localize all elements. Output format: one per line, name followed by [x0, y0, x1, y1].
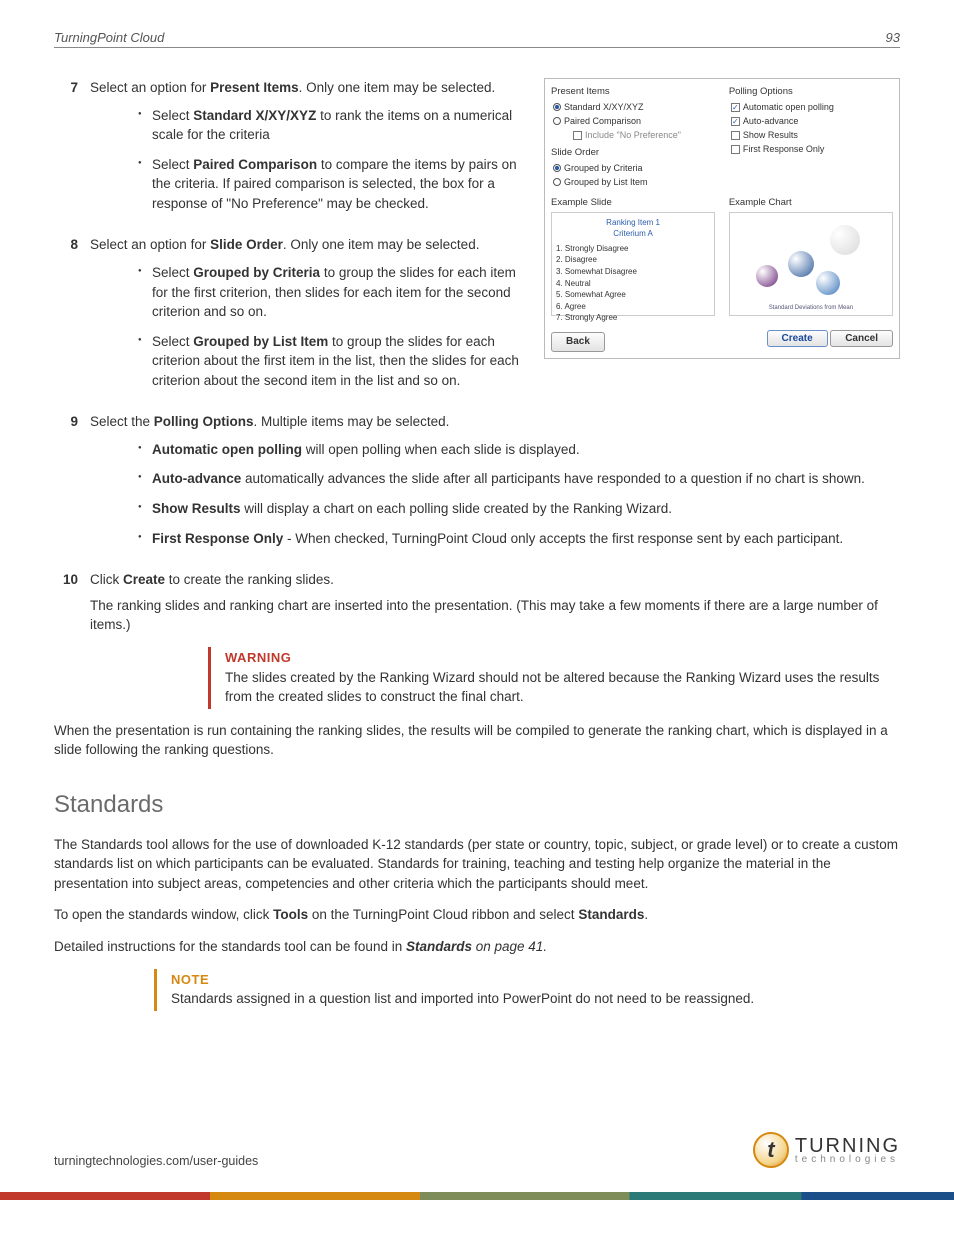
check-show-results[interactable]: Show Results	[731, 129, 893, 142]
cancel-button[interactable]: Cancel	[830, 330, 893, 347]
page-number: 93	[886, 30, 900, 45]
radio-grouped-list-item[interactable]: Grouped by List Item	[553, 176, 715, 189]
standards-p1: The Standards tool allows for the use of…	[54, 835, 900, 894]
doc-title: TurningPoint Cloud	[54, 30, 164, 45]
ranking-wizard-screenshot: Present Items Standard X/XY/XYZ Paired C…	[544, 78, 900, 359]
example-slide-preview: Ranking Item 1 Criterium A 1. Strongly D…	[551, 212, 715, 316]
radio-paired-comparison[interactable]: Paired Comparison	[553, 115, 715, 128]
slide-order-label: Slide Order	[551, 146, 715, 160]
polling-options-label: Polling Options	[729, 85, 893, 99]
create-button[interactable]: Create	[767, 330, 828, 347]
example-slide-label: Example Slide	[551, 196, 715, 210]
footer-url: turningtechnologies.com/user-guides	[54, 1154, 258, 1168]
step-7: 7 Select an option for Present Items. On…	[54, 78, 530, 223]
step-8: 8 Select an option for Slide Order. Only…	[54, 235, 530, 400]
step-9: 9 Select the Polling Options. Multiple i…	[54, 412, 900, 558]
brand-color-bar	[0, 1192, 954, 1200]
standards-heading: Standards	[54, 788, 900, 823]
check-auto-open-polling[interactable]: ✓Automatic open polling	[731, 101, 893, 114]
back-button[interactable]: Back	[551, 332, 605, 353]
turning-logo: t TURNING technologies	[753, 1132, 900, 1168]
example-chart-preview: Standard Deviations from Mean	[729, 212, 893, 316]
standards-p2: To open the standards window, click Tool…	[54, 905, 900, 925]
chart-bubble	[816, 271, 840, 295]
note-callout: NOTE Standards assigned in a question li…	[154, 969, 900, 1011]
chart-bubble	[830, 225, 860, 255]
radio-grouped-criteria[interactable]: Grouped by Criteria	[553, 162, 715, 175]
turning-logo-icon: t	[753, 1132, 789, 1168]
standards-xref-link[interactable]: Standards	[406, 939, 472, 954]
page-header: TurningPoint Cloud 93	[54, 30, 900, 48]
step-10: 10 Click Create to create the ranking sl…	[54, 570, 900, 635]
check-auto-advance[interactable]: ✓Auto-advance	[731, 115, 893, 128]
chart-bubble	[756, 265, 778, 287]
check-no-preference[interactable]: Include "No Preference"	[553, 129, 715, 142]
radio-standard-xyz[interactable]: Standard X/XY/XYZ	[553, 101, 715, 114]
example-chart-label: Example Chart	[729, 196, 893, 210]
post-warning-paragraph: When the presentation is run containing …	[54, 721, 900, 760]
check-first-response-only[interactable]: First Response Only	[731, 143, 893, 156]
present-items-label: Present Items	[551, 85, 715, 99]
standards-p3: Detailed instructions for the standards …	[54, 937, 900, 957]
chart-bubble	[788, 251, 814, 277]
page-footer: turningtechnologies.com/user-guides t TU…	[54, 1132, 900, 1168]
warning-callout: WARNING The slides created by the Rankin…	[208, 647, 900, 709]
